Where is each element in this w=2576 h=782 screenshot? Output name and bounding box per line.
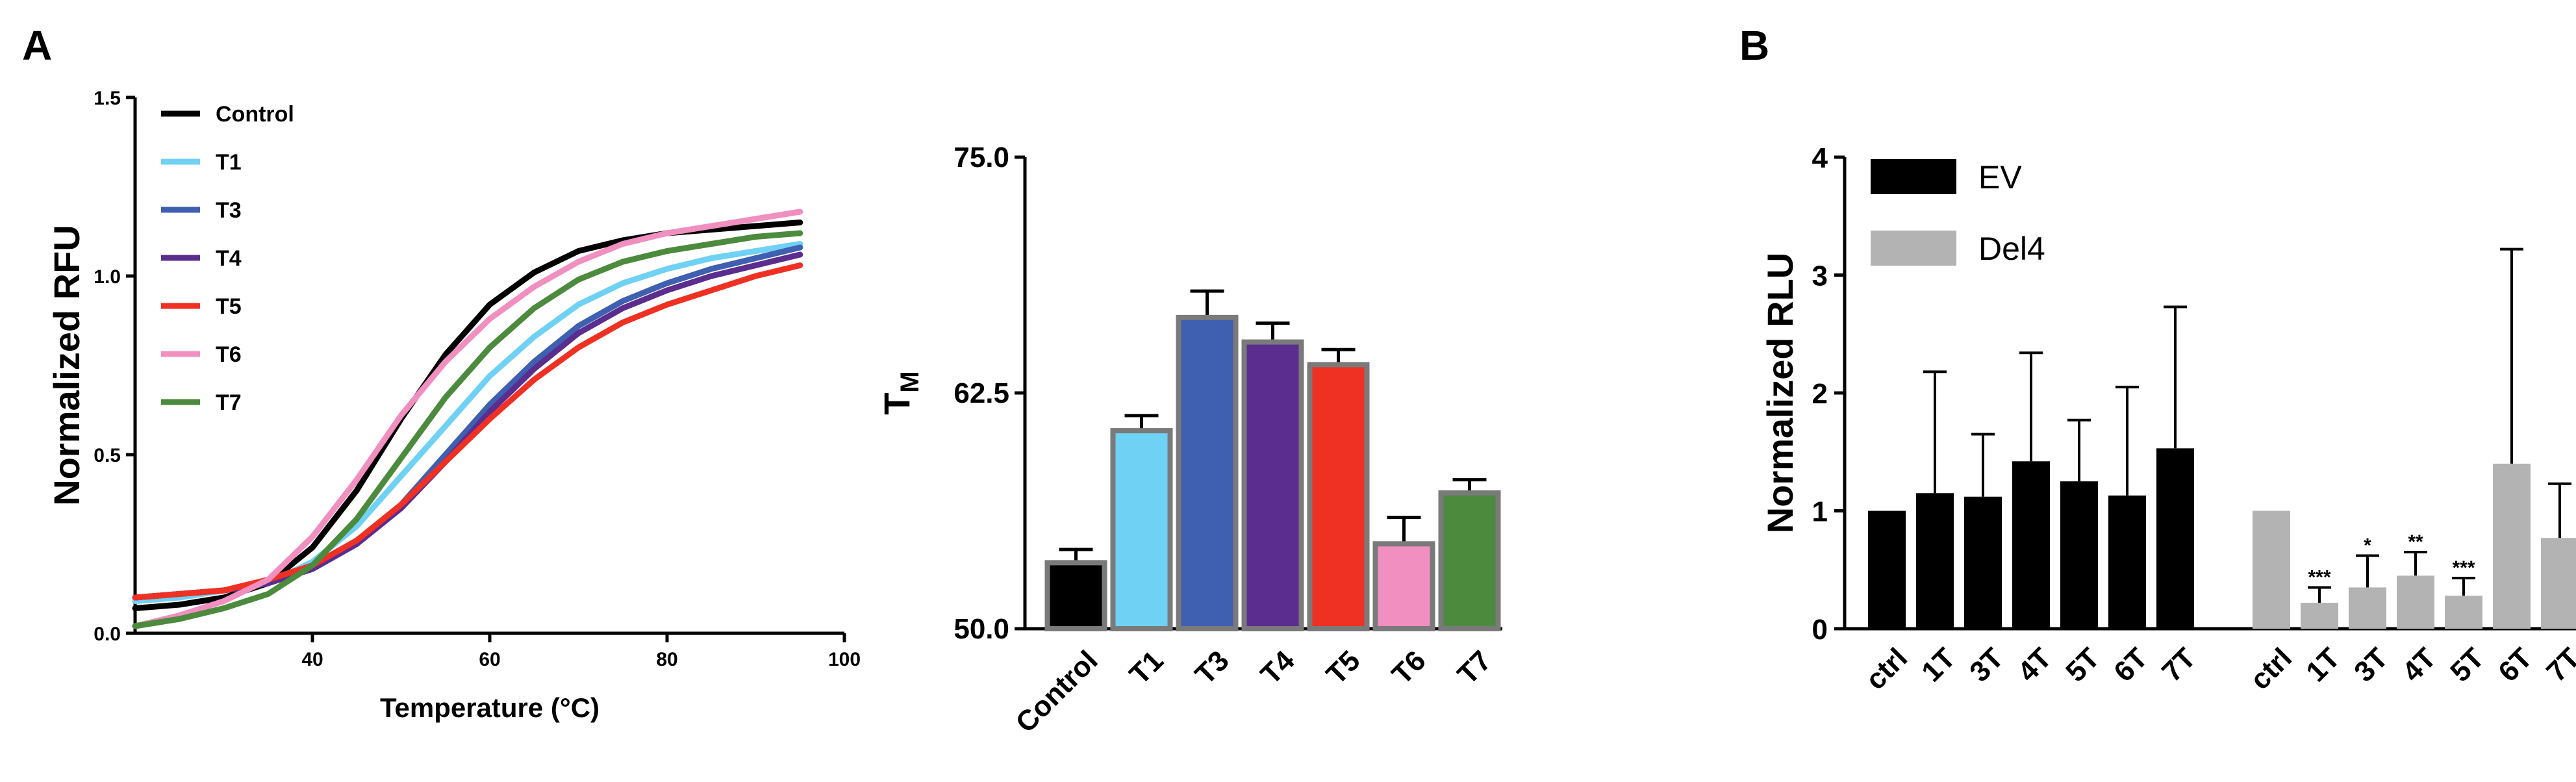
x-tick-label: 100: [828, 649, 861, 670]
y-tick-label: 3: [1812, 260, 1828, 292]
x-tick-label: 80: [656, 649, 677, 670]
significance-marker-3t: *: [2364, 535, 2371, 556]
legend-label-t3: T3: [216, 198, 242, 223]
legend-label-t5: T5: [216, 294, 242, 319]
bar-t3: [1176, 314, 1239, 631]
x-tick-label-del4-6t: 6T: [2492, 642, 2538, 688]
x-tick-label-t1: T1: [1124, 644, 1170, 690]
legend-swatch-ev: [1871, 159, 1956, 194]
x-tick-label-control: Control: [1009, 644, 1104, 738]
legend-label-t1: T1: [216, 150, 242, 175]
x-tick-label-ev-1t: 1T: [1915, 642, 1962, 688]
series-line-t5: [132, 262, 803, 601]
legend-label-t4: T4: [216, 246, 242, 271]
bar-ev-7t: [2156, 448, 2194, 629]
bar-ev-1t: [1916, 493, 1954, 629]
bar-del4-7t: [2541, 538, 2576, 629]
bar-del4-1t: [2301, 603, 2338, 629]
x-tick-label-del4-ctrl: ctrl: [2244, 642, 2298, 696]
y-tick-label: 4: [1812, 142, 1828, 174]
legend-label-del4: Del4: [1978, 231, 2045, 267]
significance-marker-1t: ***: [2308, 566, 2330, 588]
bar-ev-ctrl: [1868, 511, 1906, 629]
y-tick-label: 0.5: [94, 445, 121, 466]
x-tick-label-t3: T3: [1189, 644, 1235, 690]
bar-ev-5t: [2060, 481, 2098, 629]
significance-marker-5t: ***: [2452, 557, 2475, 579]
legend-label-t6: T6: [216, 342, 242, 367]
x-tick-label: 60: [479, 649, 500, 670]
x-tick-label-ev-4t: 4T: [2012, 642, 2058, 688]
x-tick-label-t5: T5: [1320, 644, 1367, 690]
bar-t6: [1372, 541, 1435, 631]
x-tick-label-t7: T7: [1452, 644, 1498, 690]
y-tick-label: 1.0: [94, 266, 121, 288]
x-tick-label-del4-7t: 7T: [2540, 642, 2576, 688]
x-tick-label-ev-3t: 3T: [1964, 642, 2010, 688]
y-tick-label: 1.5: [94, 88, 121, 109]
x-tick-label-t6: T6: [1386, 644, 1432, 690]
y-tick-label: 62.5: [953, 377, 1009, 409]
bar-del4-5t: [2445, 596, 2482, 629]
series-line-t6: [132, 208, 803, 629]
x-tick-label-del4-4t: 4T: [2396, 642, 2442, 688]
bar-del4-ctrl: [2253, 511, 2290, 629]
y-axis-title: TM: [876, 371, 924, 415]
y-axis-title-subscript: M: [896, 371, 924, 392]
x-tick-label-ev-5t: 5T: [2060, 642, 2106, 688]
y-axis-title-main: T: [876, 393, 917, 415]
melt-curve-line-chart: 0.0 0.5 1.0 1.5 40 60 80 100 Temperature (°C) Nor…: [46, 88, 861, 723]
panel-label-b: B: [1739, 22, 1769, 69]
y-axis-title: Normalized RLU: [1760, 253, 1800, 534]
x-tick-label-del4-3t: 3T: [2348, 642, 2394, 688]
x-tick-label-ev-ctrl: ctrl: [1860, 642, 1913, 696]
y-tick-label: 75.0: [953, 142, 1009, 173]
bar-ev-3t: [1964, 496, 2002, 629]
series-line-t7: [132, 230, 803, 629]
x-axis-title: Temperature (°C): [380, 692, 600, 723]
y-axis-title: Normalized RFU: [46, 225, 87, 506]
y-tick-label: 1: [1812, 496, 1828, 528]
bar-del4-6t: [2493, 463, 2531, 629]
bar-control: [1044, 560, 1107, 631]
y-tick-label: 50.0: [953, 613, 1009, 645]
x-tick-label-ev-6t: 6T: [2108, 642, 2154, 688]
legend-label-control: Control: [216, 102, 294, 127]
melting-temperature-bar-chart: 50.0 62.5 75.0 TM Control T1 T3 T4 T5 T6 T7: [876, 142, 1502, 739]
bar-t7: [1438, 490, 1501, 631]
bar-t5: [1307, 362, 1370, 631]
bar-ev-4t: [2012, 461, 2050, 629]
bar-ev-6t: [2108, 495, 2146, 629]
bar-t1: [1110, 428, 1173, 632]
bar-t4: [1241, 339, 1304, 631]
x-tick-label-del4-5t: 5T: [2444, 642, 2490, 688]
legend-label-t7: T7: [216, 390, 242, 415]
bar-del4-3t: [2349, 587, 2386, 629]
bar-del4-4t: [2397, 575, 2434, 629]
significance-marker-4t: **: [2408, 531, 2423, 553]
x-tick-label: 40: [301, 649, 323, 670]
y-tick-label: 0: [1812, 614, 1828, 646]
x-tick-label-ev-7t: 7T: [2156, 642, 2202, 688]
legend-swatch-del4: [1871, 231, 1956, 266]
x-tick-label-del4-1t: 1T: [2300, 642, 2346, 688]
y-tick-label: 0.0: [94, 624, 121, 645]
legend-label-ev: EV: [1978, 159, 2022, 196]
panel-label-a: A: [22, 22, 52, 69]
x-tick-label-t4: T4: [1255, 644, 1301, 690]
y-tick-label: 2: [1812, 378, 1828, 410]
